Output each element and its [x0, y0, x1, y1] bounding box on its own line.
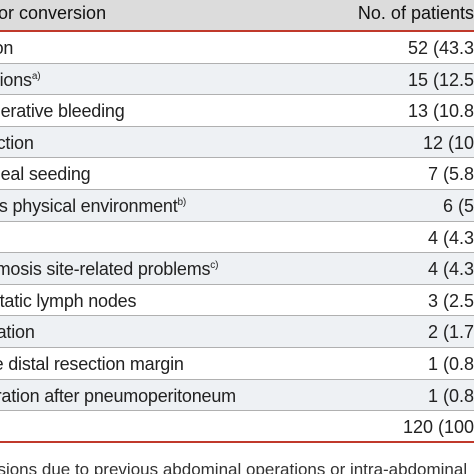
table-row: ive distal resection margin 1 (0.8) — [0, 348, 474, 380]
table-footnote: esions due to previous abdominal operati… — [0, 460, 468, 474]
row-count: 4 (4.3) — [427, 259, 474, 280]
row-count: 1 (0.8) — [427, 353, 474, 374]
row-count: 4 (4.3) — [427, 227, 474, 248]
table-row: sion 52 (43.3) — [0, 32, 474, 64]
row-count: 6 (5) — [442, 195, 474, 216]
row-count: 13 (10.8) — [407, 101, 474, 122]
table-header-row: on for conversion No. of patients — [0, 0, 474, 32]
header-reason: on for conversion — [0, 3, 107, 23]
row-count: 7 (5.8) — [427, 164, 474, 185]
row-reason: astatic lymph nodes — [0, 290, 137, 311]
table-row: oration 2 (1.7) — [0, 316, 474, 348]
row-reason: esionsa) — [0, 69, 41, 90]
table-row: nt's physical environmentb) 6 (5) — [0, 189, 474, 222]
row-count: 12 (10) — [422, 132, 474, 153]
row-count: 52 (43.3) — [407, 38, 474, 58]
row-count: 3 (2.5) — [427, 290, 474, 311]
total-count: 120 (100) — [402, 417, 474, 438]
footnote-marker: a) — [31, 70, 41, 82]
row-reason: oneal seeding — [0, 164, 91, 185]
row-count: 15 (12.5) — [407, 69, 474, 90]
row-reason: oration — [0, 322, 35, 343]
table-row: operative bleeding 13 (10.8) — [0, 95, 474, 127]
row-reason: ruction — [0, 132, 34, 153]
table-row: turation after pneumoperitoneum 1 (0.8) — [0, 379, 474, 412]
row-count: 2 (1.7) — [427, 322, 474, 343]
header-patients: No. of patients — [357, 3, 474, 23]
footnote-marker: c) — [210, 260, 219, 272]
row-reason: nt's physical environmentb) — [0, 195, 187, 216]
row-reason: ive distal resection margin — [0, 353, 184, 374]
row-reason: operative bleeding — [0, 101, 125, 122]
footnote-marker: b) — [177, 196, 187, 208]
table-row: ruction 12 (10) — [0, 126, 474, 159]
conversion-reasons-table: on for conversion No. of patients sion 5… — [0, 0, 474, 443]
table-total-row: 120 (100) — [0, 411, 474, 443]
table-row: esionsa) 15 (12.5) — [0, 63, 474, 96]
table-row: tomosis site-related problemsc) 4 (4.3) — [0, 253, 474, 285]
row-reason: sion — [0, 38, 14, 58]
table-row: oneal seeding 7 (5.8) — [0, 158, 474, 190]
table-row: astatic lymph nodes 3 (2.5) — [0, 285, 474, 317]
row-reason: turation after pneumoperitoneum — [0, 385, 236, 406]
row-reason: tomosis site-related problemsc) — [0, 259, 219, 280]
row-count: 1 (0.8) — [427, 385, 474, 406]
table-row: ity 4 (4.3) — [0, 222, 474, 254]
